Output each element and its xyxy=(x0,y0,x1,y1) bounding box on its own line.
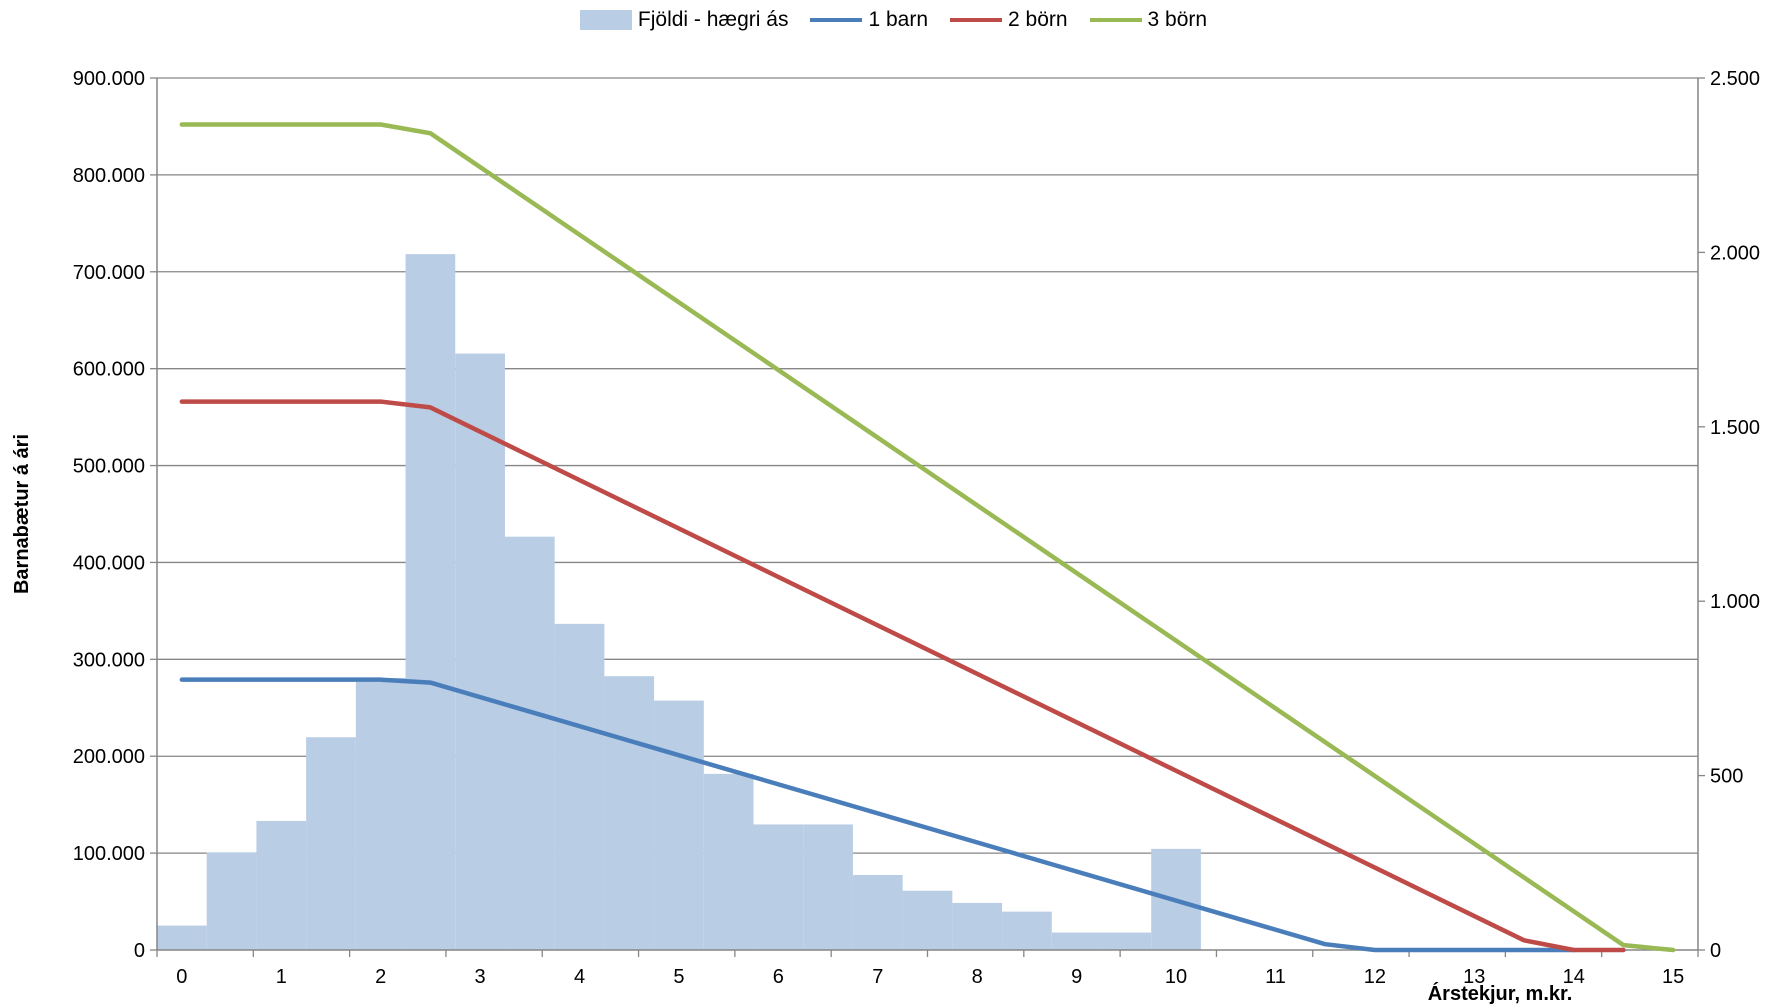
histogram-bar xyxy=(952,902,1003,950)
x-tick-label: 4 xyxy=(574,966,585,988)
y-left-tick-label: 200.000 xyxy=(73,746,145,768)
legend-label-series-1: 1 barn xyxy=(868,8,928,31)
legend-label-series-3: 3 börn xyxy=(1147,8,1208,31)
x-tick-label: 1 xyxy=(276,966,287,988)
x-axis-title: Árstekjur, m.kr. xyxy=(1428,982,1573,1005)
x-tick-label: 12 xyxy=(1364,966,1386,988)
y-right-tick-label: 2.000 xyxy=(1710,242,1760,264)
histogram-bar xyxy=(852,875,903,950)
histogram-bar xyxy=(604,676,655,950)
histogram-bar xyxy=(306,737,356,950)
legend-item-series-1: 1 barn xyxy=(810,8,928,32)
histogram-bar xyxy=(654,700,704,950)
y-right-tick-label: 0 xyxy=(1710,940,1721,962)
histogram-bar xyxy=(753,824,804,950)
x-tick-label: 9 xyxy=(1071,966,1082,988)
x-tick-label: 10 xyxy=(1165,966,1187,988)
legend-swatch-series-3 xyxy=(1089,18,1142,22)
y-right-tick-label: 500 xyxy=(1710,766,1743,788)
histogram-bar xyxy=(703,773,754,950)
y-left-tick-label: 0 xyxy=(134,940,145,962)
legend-swatch-series-1 xyxy=(810,18,863,22)
legend-item-series-2: 2 börn xyxy=(950,8,1068,32)
y-right-tick-label: 1.500 xyxy=(1710,417,1760,439)
x-tick-label: 13 xyxy=(1463,966,1485,988)
x-tick-label: 2 xyxy=(375,966,386,988)
legend-item-bars: Fjöldi - hægri ás xyxy=(579,8,789,32)
legend-swatch-bars xyxy=(579,10,632,30)
histogram-bar xyxy=(504,536,555,950)
histogram-bar xyxy=(803,824,853,950)
y-left-tick-label: 300.000 xyxy=(73,649,145,671)
x-tick-label: 7 xyxy=(872,966,883,988)
x-tick-label: 5 xyxy=(673,966,684,988)
histogram-bar xyxy=(1101,932,1152,950)
x-tick-label: 6 xyxy=(773,966,784,988)
legend-label-series-2: 2 börn xyxy=(1008,8,1068,31)
legend-label-bars: Fjöldi - hægri ás xyxy=(637,8,789,31)
histogram-bar xyxy=(355,677,406,950)
legend: Fjöldi - hægri ás 1 barn 2 börn 3 börn xyxy=(0,8,1787,32)
y-left-tick-label: 600.000 xyxy=(73,359,145,381)
x-tick-label: 15 xyxy=(1662,966,1684,988)
x-tick-label: 3 xyxy=(475,966,486,988)
x-tick-label: 14 xyxy=(1563,966,1585,988)
y-left-tick-label: 100.000 xyxy=(73,843,145,865)
series-line-3 xyxy=(179,122,1676,953)
y-left-tick-label: 400.000 xyxy=(73,552,145,574)
x-tick-label: 0 xyxy=(176,966,187,988)
x-tick-label: 8 xyxy=(972,966,983,988)
histogram-bar xyxy=(206,852,257,950)
histogram-bar xyxy=(1002,911,1052,950)
histogram-bar xyxy=(256,820,307,950)
y-left-tick-label: 700.000 xyxy=(73,262,145,284)
series-line-1 xyxy=(179,677,1576,953)
y-right-tick-label: 1.000 xyxy=(1710,591,1760,613)
histogram-bar xyxy=(1051,932,1102,950)
x-tick-label: 11 xyxy=(1265,966,1286,988)
series-line-2 xyxy=(179,399,1626,953)
histogram-bar xyxy=(157,925,207,950)
histogram-bar xyxy=(405,254,456,951)
histogram-bar xyxy=(554,623,605,950)
y-axis-title: Barnabætur á ári xyxy=(11,434,33,594)
y-left-tick-label: 800.000 xyxy=(73,165,145,187)
histogram-bar xyxy=(902,890,953,950)
y-right-tick-label: 2.500 xyxy=(1710,68,1760,90)
y-left-tick-label: 500.000 xyxy=(73,456,145,478)
histogram-bar xyxy=(455,353,505,950)
legend-swatch-series-2 xyxy=(950,18,1002,22)
y-left-tick-label: 900.000 xyxy=(73,68,145,90)
legend-item-series-3: 3 börn xyxy=(1089,8,1208,32)
